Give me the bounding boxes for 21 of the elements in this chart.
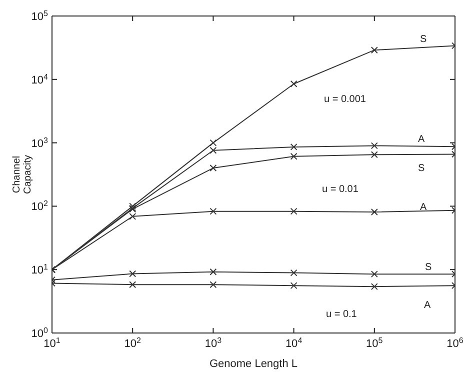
y-tick-label: 10$^{1}$ [31,262,49,277]
y-tick-label: 10$^{4}$ [31,72,49,86]
annotation: A [420,202,427,213]
y-tick-label: 10$^{2}$ [31,198,49,214]
annotation: u = 0.01 [322,184,358,195]
y-tick-label: 10$^{5}$ [31,8,49,23]
annotation: S [420,34,427,45]
x-tick-label: 10$^{2}$ [124,336,142,350]
annotation: A [418,134,425,145]
annotation: u = 0.1 [326,309,357,320]
x-tick-label: 10$^{3}$ [204,336,222,350]
x-axis-title: Genome Length L [209,358,298,370]
x-tick-label: 10$^{4}$ [285,336,303,350]
y-axis-title: Channel Capacity [12,155,34,194]
annotation: S [418,163,425,174]
x-tick-label: 10$^{6}$ [446,336,464,350]
y-tick-label: 10$^{3}$ [31,135,49,150]
annotation: S [425,262,432,273]
annotation: A [424,300,431,311]
x-tick-label: 10$^{5}$ [366,336,384,350]
annotation: u = 0.001 [324,94,366,105]
